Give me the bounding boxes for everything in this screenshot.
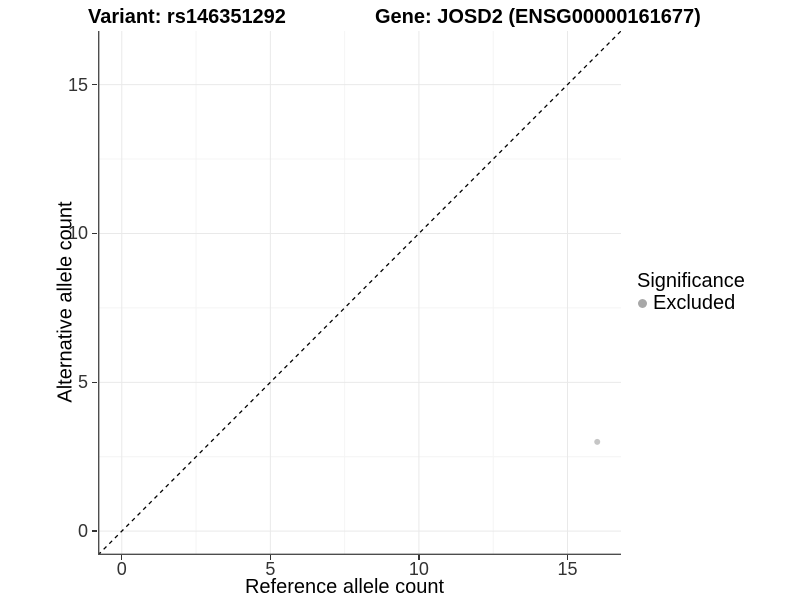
legend: Significance Excluded (637, 270, 745, 314)
x-tick-mark (418, 555, 420, 560)
y-tick-mark (92, 530, 97, 532)
data-point (594, 438, 601, 445)
y-tick-label: 10 (67, 223, 88, 244)
y-axis-title: Alternative allele count (54, 201, 77, 403)
x-tick-label: 15 (557, 559, 578, 579)
y-tick-label: 5 (77, 372, 88, 393)
x-tick-label: 5 (265, 559, 276, 579)
y-tick-mark (92, 381, 97, 383)
plot-panel (98, 31, 621, 555)
legend-item-label: Excluded (653, 292, 736, 314)
x-axis-title: Reference allele count (244, 576, 444, 598)
y-tick-mark (92, 83, 97, 86)
y-tick-mark (92, 232, 97, 235)
x-tick-mark (566, 555, 569, 560)
legend-items: Excluded (637, 292, 745, 314)
y-tick-label: 15 (67, 74, 88, 95)
y-tick-label: 0 (77, 521, 88, 542)
legend-key-dot-icon (638, 298, 647, 308)
x-tick-mark (121, 555, 123, 560)
x-tick-mark (269, 555, 272, 560)
x-tick-label: 10 (408, 559, 429, 579)
plot-canvas (98, 31, 621, 555)
variant-title: Variant: rs146351292 (88, 6, 286, 28)
legend-item: Excluded (637, 292, 745, 314)
legend-title: Significance (637, 270, 745, 292)
x-tick-label: 0 (116, 559, 127, 579)
gene-title: Gene: JOSD2 (ENSG00000161677) (375, 6, 701, 28)
identity-line (98, 31, 621, 555)
